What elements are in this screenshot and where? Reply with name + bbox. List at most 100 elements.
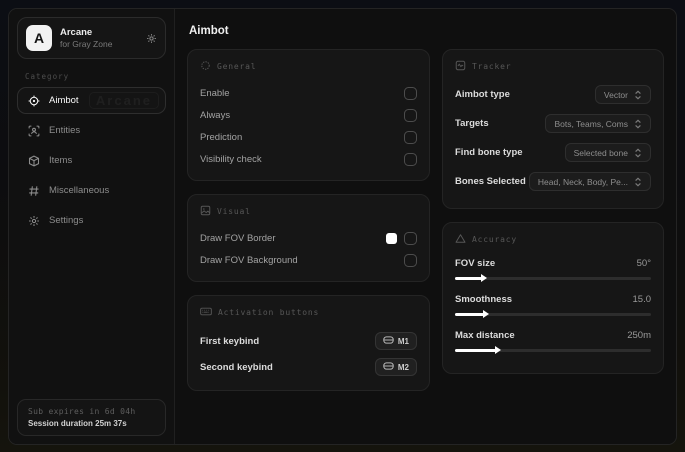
select-row-targets: Targets Bots, Teams, Coms: [455, 111, 651, 136]
general-card: General Enable Always Prediction: [187, 49, 430, 181]
tracker-card: Tracker Aimbot type Vector Targets: [442, 49, 664, 209]
select-label: Targets: [455, 118, 489, 129]
crosshair-icon: [28, 95, 40, 107]
toggle-row-visibility-check: Visibility check: [200, 148, 417, 170]
slider-value: 15.0: [632, 294, 652, 305]
aimbot-type-select[interactable]: Vector: [594, 85, 651, 104]
select-row-bones-selected: Bones Selected Head, Neck, Body, Pe...: [455, 169, 651, 194]
entities-icon: [28, 125, 40, 137]
section-title: Activation buttons: [218, 308, 320, 317]
toggle-label: Prediction: [200, 131, 243, 143]
select-value: Selected bone: [573, 147, 628, 158]
toggle-row-draw-fov-border: Draw FOV Border: [200, 227, 417, 249]
section-title: Visual: [217, 207, 251, 216]
image-icon: [200, 205, 211, 218]
toggle-label: Visibility check: [200, 153, 262, 165]
gear-icon: [28, 215, 40, 227]
activation-buttons-card: Activation buttons First keybind M1: [187, 295, 430, 391]
chevron-up-down-icon: [635, 147, 641, 158]
second-keybind-button[interactable]: M2: [374, 358, 417, 376]
slider-label: Smoothness: [455, 294, 513, 305]
toggle-label: Draw FOV Border: [200, 232, 276, 244]
slider-fill: [455, 274, 488, 282]
first-keybind-button[interactable]: M1: [374, 332, 417, 350]
sidebar-item-entities[interactable]: Entities: [17, 117, 166, 144]
sidebar-item-label: Aimbot: [49, 95, 79, 106]
toggle-row-enable: Enable: [200, 82, 417, 104]
sidebar-item-items[interactable]: Items: [17, 147, 166, 174]
session-duration-text: Session duration 25m 37s: [28, 419, 127, 428]
toggle-label: Always: [200, 109, 231, 121]
activity-icon: [455, 60, 466, 73]
slider-row-max-distance: Max distance 250m: [455, 327, 651, 354]
keybind-row-first: First keybind M1: [200, 328, 417, 354]
keybind-value: M1: [397, 336, 409, 346]
select-label: Bones Selected: [455, 176, 526, 187]
visibility-check-checkbox[interactable]: [404, 152, 417, 166]
app-window: A Arcane for Gray Zone Category: [8, 8, 677, 445]
main-content: Aimbot General Enable: [175, 9, 676, 444]
sidebar-item-settings[interactable]: Settings: [17, 207, 166, 234]
select-label: Aimbot type: [455, 89, 510, 100]
max-distance-slider[interactable]: [455, 346, 651, 354]
sidebar-item-aimbot[interactable]: Aimbot Arcane: [17, 87, 166, 114]
keybind-row-second: Second keybind M2: [200, 354, 417, 380]
select-value: Bots, Teams, Coms: [554, 118, 628, 129]
triangle-icon: [455, 233, 466, 246]
app-subtitle: for Gray Zone: [60, 38, 113, 49]
accuracy-card: Accuracy FOV size 50° Smoothness: [442, 222, 664, 374]
hash-icon: [28, 185, 40, 197]
gear-icon[interactable]: [146, 33, 157, 44]
draw-fov-background-checkbox[interactable]: [404, 253, 417, 267]
slider-label: FOV size: [455, 258, 496, 269]
toggle-label: Enable: [200, 87, 230, 99]
find-bone-type-select[interactable]: Selected bone: [564, 143, 651, 162]
smoothness-slider[interactable]: [455, 310, 651, 318]
slider-value: 50°: [636, 258, 651, 269]
toggle-label: Draw FOV Background: [200, 254, 298, 266]
arcane-watermark: Arcane: [88, 92, 159, 109]
fov-size-slider[interactable]: [455, 274, 651, 282]
section-title: General: [217, 62, 257, 71]
slider-value: 250m: [627, 330, 651, 341]
bones-selected-select[interactable]: Head, Neck, Body, Pe...: [528, 172, 651, 191]
brand-text: Arcane for Gray Zone: [60, 27, 138, 50]
always-checkbox[interactable]: [404, 108, 417, 122]
sidebar-item-label: Items: [49, 155, 73, 166]
prediction-checkbox[interactable]: [404, 130, 417, 144]
enable-checkbox[interactable]: [404, 86, 417, 100]
sub-expiry-text: Sub expires in 6d 04h: [28, 407, 136, 416]
app-logo: A: [26, 25, 52, 51]
select-value: Vector: [603, 89, 628, 100]
slider-label: Max distance: [455, 330, 515, 341]
select-row-aimbot-type: Aimbot type Vector: [455, 82, 651, 107]
sidebar: A Arcane for Gray Zone Category: [9, 9, 175, 444]
select-label: Find bone type: [455, 147, 523, 158]
mouse-icon: [383, 336, 394, 346]
slider-fill: [455, 346, 502, 354]
visual-card: Visual Draw FOV Border Draw FOV Backgrou…: [187, 194, 430, 282]
sidebar-item-miscellaneous[interactable]: Miscellaneous: [17, 177, 166, 204]
sidebar-item-label: Miscellaneous: [49, 185, 110, 196]
draw-fov-border-checkbox[interactable]: [404, 231, 417, 245]
toggle-row-always: Always: [200, 104, 417, 126]
section-title: Accuracy: [472, 235, 517, 244]
select-row-find-bone-type: Find bone type Selected bone: [455, 140, 651, 165]
slider-fill: [455, 310, 490, 318]
app-name: Arcane: [60, 26, 93, 38]
keybind-value: M2: [397, 362, 409, 372]
keyboard-icon: [200, 306, 212, 319]
toggle-row-draw-fov-background: Draw FOV Background: [200, 249, 417, 271]
slider-row-smoothness: Smoothness 15.0: [455, 291, 652, 318]
select-value: Head, Neck, Body, Pe...: [537, 176, 628, 187]
keybind-label: Second keybind: [200, 361, 273, 373]
category-label: Category: [25, 72, 70, 81]
color-swatch[interactable]: [386, 232, 397, 244]
box-icon: [28, 155, 40, 167]
sidebar-item-label: Settings: [49, 215, 84, 226]
slider-row-fov-size: FOV size 50°: [455, 255, 651, 282]
keybind-label: First keybind: [200, 335, 260, 347]
sidebar-item-label: Entities: [49, 125, 81, 136]
crosshair-icon: [200, 60, 211, 73]
targets-select[interactable]: Bots, Teams, Coms: [545, 114, 651, 133]
